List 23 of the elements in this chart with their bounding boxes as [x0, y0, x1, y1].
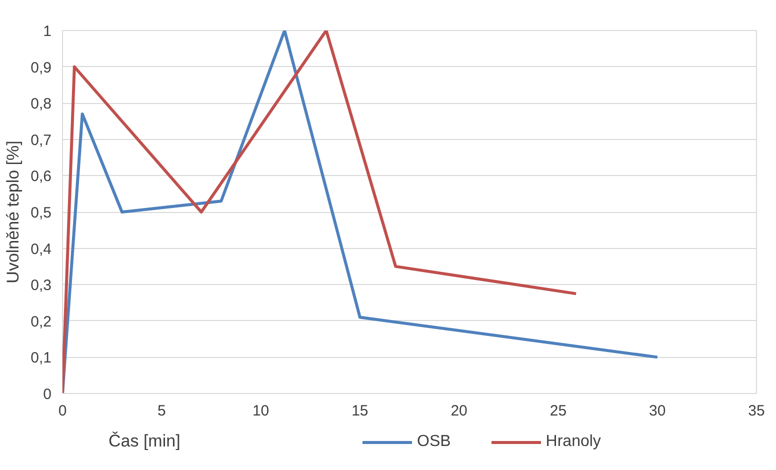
y-tick-label: 0 — [43, 386, 52, 403]
x-tick-label: 10 — [252, 402, 270, 420]
y-tick-label: 0,1 — [30, 350, 52, 367]
y-tick-label: 0,6 — [30, 168, 52, 186]
y-tick-label: 0,9 — [30, 59, 52, 76]
legend-label: Hranoly — [546, 433, 601, 451]
x-tick-label: 5 — [157, 402, 166, 420]
x-tick-label: 30 — [649, 402, 666, 420]
x-axis-title: Čas [min] — [108, 432, 180, 450]
y-tick-label: 0,2 — [30, 313, 52, 330]
x-tick-label: 25 — [550, 402, 567, 420]
x-tick-label: 20 — [450, 402, 468, 420]
y-tick-label: 0,5 — [30, 204, 52, 222]
x-tick-label: 0 — [58, 402, 67, 420]
y-tick-label: 0,7 — [30, 132, 52, 149]
x-tick-label: 15 — [352, 402, 368, 420]
legend-label: OSB — [417, 433, 451, 451]
y-axis-title: Uvolněné teplo [%] — [4, 140, 23, 284]
y-tick-label: 1 — [43, 23, 52, 40]
y-tick-label: 0,8 — [30, 96, 52, 113]
x-tick-label: 35 — [748, 402, 765, 420]
y-tick-label: 0,3 — [30, 277, 52, 294]
y-tick-label: 0,4 — [30, 240, 52, 258]
